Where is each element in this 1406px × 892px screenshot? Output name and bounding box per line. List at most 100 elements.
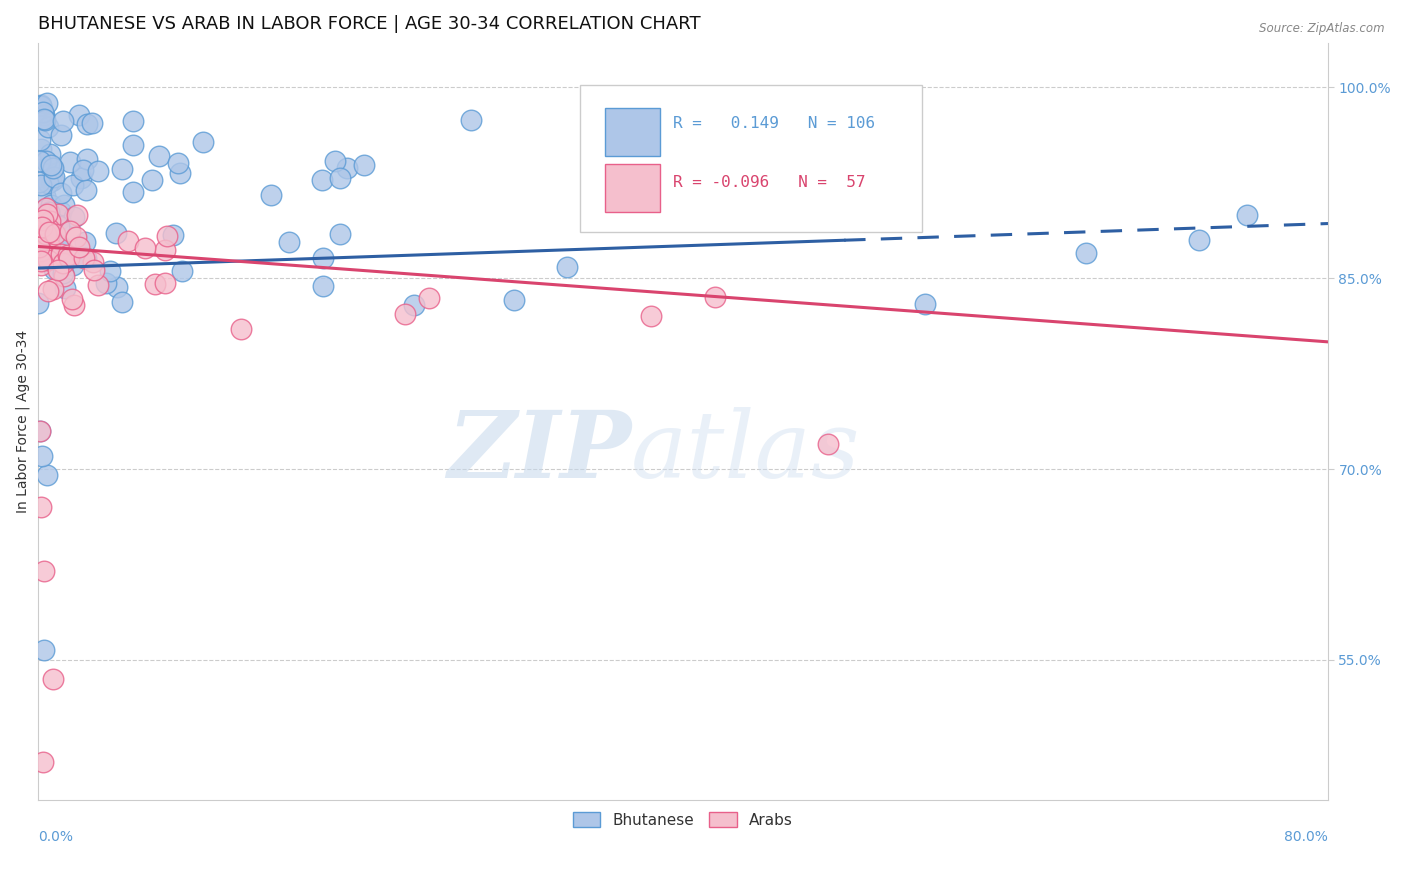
Point [325,154,347,169]
Point [32,219,55,234]
Point [32,250,55,264]
Point [65,230,87,244]
Point [817,436,839,450]
Text: ZIP: ZIP [447,407,631,497]
Point [52,266,75,280]
Point [42,672,65,686]
Point [42,262,65,277]
Point [35,227,58,241]
Point [32,755,55,769]
Point [32,232,55,246]
Point [914,296,936,310]
Point [49,186,72,201]
Text: BHUTANESE VS ARAB IN LABOR FORCE | AGE 30-34 CORRELATION CHART: BHUTANESE VS ARAB IN LABOR FORCE | AGE 3… [38,15,700,33]
Text: atlas: atlas [631,407,860,497]
Point [32,112,55,127]
Point [35,248,58,262]
Point [42,281,65,295]
Point [311,172,333,186]
Point [162,227,184,242]
Point [155,243,177,257]
Point [153,276,176,290]
Point [35,232,58,246]
Point [66,208,89,222]
Point [394,307,416,321]
Point [37,253,59,268]
Point [41,221,63,235]
Point [156,229,179,244]
Point [32,202,55,217]
Point [30,219,52,233]
Point [278,235,301,249]
Point [30,244,52,258]
Point [1188,233,1211,247]
Point [38,228,60,243]
Point [75,183,97,197]
Point [34,112,56,127]
Point [28,424,51,438]
Point [63,297,86,311]
Point [336,161,359,175]
Point [49,128,72,142]
Point [30,500,52,515]
Point [30,424,52,438]
Point [70,171,93,186]
FancyBboxPatch shape [579,85,921,232]
Point [27,175,49,189]
Point [121,185,143,199]
Point [1074,245,1097,260]
Text: 80.0%: 80.0% [1284,830,1327,844]
Point [32,564,55,578]
Point [46,207,69,221]
Point [329,227,352,241]
Point [31,219,53,234]
FancyBboxPatch shape [606,164,659,212]
Point [30,258,52,272]
Point [86,164,108,178]
Point [30,97,52,112]
Point [38,225,60,239]
Point [105,279,128,293]
Text: 0.0%: 0.0% [38,830,73,844]
Point [37,176,59,190]
Point [73,251,96,265]
Point [30,99,52,113]
Point [76,117,98,131]
Point [32,216,55,230]
FancyBboxPatch shape [606,108,659,156]
Point [765,200,787,214]
Point [34,248,56,262]
Point [418,291,440,305]
Point [62,210,84,224]
Point [52,256,75,270]
Y-axis label: In Labor Force | Age 30-34: In Labor Force | Age 30-34 [15,330,30,513]
Point [30,132,52,146]
Point [402,298,425,312]
Point [52,197,75,211]
Point [28,240,51,254]
Point [38,205,60,219]
Point [30,211,52,226]
Text: Source: ZipAtlas.com: Source: ZipAtlas.com [1260,22,1385,36]
Point [67,107,90,121]
Point [167,156,190,170]
Point [39,240,62,254]
Point [39,158,62,172]
Point [98,264,121,278]
Point [37,252,59,266]
Point [329,171,352,186]
Point [35,201,58,215]
Point [31,227,53,242]
Point [51,205,73,219]
Point [37,120,59,135]
Legend: Bhutanese, Arabs: Bhutanese, Arabs [567,805,799,834]
Text: R =   0.149   N = 106: R = 0.149 N = 106 [672,116,875,131]
Point [62,258,84,272]
Point [141,173,163,187]
Point [58,248,80,262]
Point [76,152,98,166]
Point [39,174,62,188]
Point [353,158,375,172]
Point [83,263,105,277]
Point [38,222,60,236]
